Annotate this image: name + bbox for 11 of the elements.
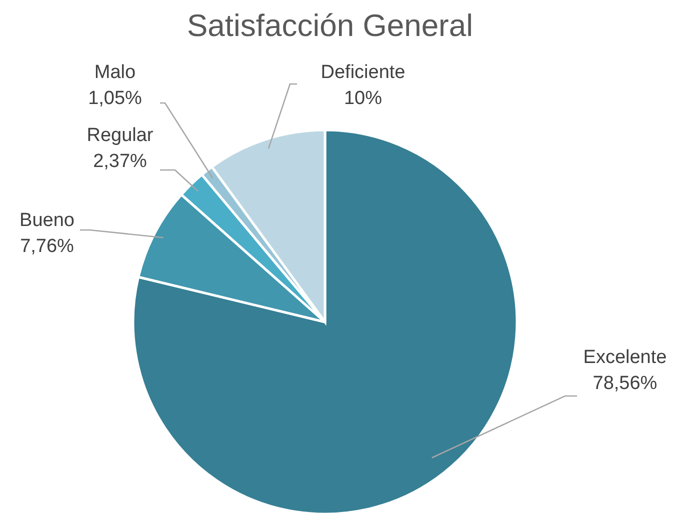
data-label: 10% <box>344 88 382 109</box>
data-label: 1,05% <box>88 88 142 109</box>
slice-label: Malo <box>94 62 136 83</box>
data-label: 78,56% <box>592 373 658 394</box>
data-label: 7,76% <box>20 236 74 257</box>
data-label: 2,37% <box>93 151 148 172</box>
slice-label: Deficiente <box>320 62 406 83</box>
slice-label: Bueno <box>20 210 74 231</box>
slice-label: Excelente <box>583 347 667 368</box>
chart-title: Satisfacción General <box>186 8 474 43</box>
slice-label: Regular <box>86 125 154 146</box>
